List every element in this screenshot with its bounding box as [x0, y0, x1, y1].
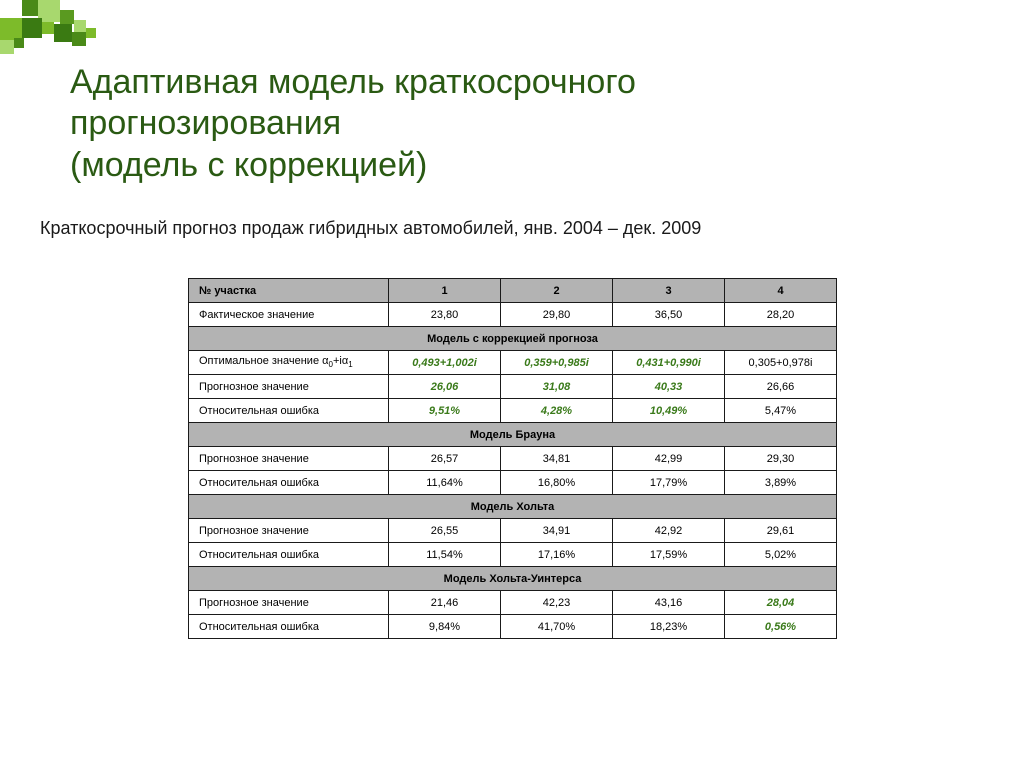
- table-row: Оптимальное значение α0+iα10,493+1,002i0…: [189, 351, 837, 375]
- decor-square: [0, 18, 22, 40]
- row-label: Относительная ошибка: [189, 471, 389, 495]
- corner-decoration: [0, 0, 110, 60]
- section-header: Модель Хольта-Уинтерса: [189, 567, 837, 591]
- decor-square: [74, 20, 86, 32]
- section-header: Модель Хольта: [189, 495, 837, 519]
- row-value: 4,28%: [501, 399, 613, 423]
- slide-subtitle: Краткосрочный прогноз продаж гибридных а…: [40, 218, 701, 239]
- decor-square: [86, 28, 96, 38]
- row-value: 9,51%: [389, 399, 501, 423]
- decor-square: [54, 24, 72, 42]
- row-value: 34,91: [501, 519, 613, 543]
- decor-square: [42, 22, 54, 34]
- row-value: 43,16: [613, 591, 725, 615]
- row-label: Оптимальное значение α0+iα1: [189, 351, 389, 375]
- row-value: 28,04: [725, 591, 837, 615]
- decor-square: [22, 18, 42, 38]
- decor-square: [60, 10, 74, 24]
- row-label: Относительная ошибка: [189, 399, 389, 423]
- row-value: 17,79%: [613, 471, 725, 495]
- row-label: Прогнозное значение: [189, 375, 389, 399]
- header-col: 4: [725, 279, 837, 303]
- section-header: Модель с коррекцией прогноза: [189, 327, 837, 351]
- row-value: 29,30: [725, 447, 837, 471]
- row-value: 3,89%: [725, 471, 837, 495]
- table-row: Прогнозное значение26,0631,0840,3326,66: [189, 375, 837, 399]
- row-value: 26,06: [389, 375, 501, 399]
- slide-title: Адаптивная модель краткосрочного прогноз…: [70, 62, 636, 186]
- decor-square: [0, 40, 14, 54]
- table-row: Относительная ошибка9,84%41,70%18,23%0,5…: [189, 615, 837, 639]
- row-value: 0,305+0,978i: [725, 351, 837, 375]
- row-value: 40,33: [613, 375, 725, 399]
- row-value: 17,59%: [613, 543, 725, 567]
- table-row: Прогнозное значение26,5534,9142,9229,61: [189, 519, 837, 543]
- row-value: 0,493+1,002i: [389, 351, 501, 375]
- row-value: 42,99: [613, 447, 725, 471]
- row-value: 34,81: [501, 447, 613, 471]
- row-label: Прогнозное значение: [189, 591, 389, 615]
- row-value: 5,47%: [725, 399, 837, 423]
- table-row: Относительная ошибка11,64%16,80%17,79%3,…: [189, 471, 837, 495]
- row-label: Относительная ошибка: [189, 543, 389, 567]
- table-row: Прогнозное значение21,4642,2343,1628,04: [189, 591, 837, 615]
- title-line-1: Адаптивная модель краткосрочного: [70, 63, 636, 101]
- header-label: № участка: [189, 279, 389, 303]
- row-value: 42,23: [501, 591, 613, 615]
- row-label: Прогнозное значение: [189, 519, 389, 543]
- table-row: Прогнозное значение26,5734,8142,9929,30: [189, 447, 837, 471]
- forecast-table: № участка1234Фактическое значение23,8029…: [188, 278, 836, 639]
- row-value: 17,16%: [501, 543, 613, 567]
- row-value: 0,431+0,990i: [613, 351, 725, 375]
- row-value: 9,84%: [389, 615, 501, 639]
- table-row: Модель Хольта: [189, 495, 837, 519]
- row-value: 11,64%: [389, 471, 501, 495]
- row-value: 11,54%: [389, 543, 501, 567]
- row-value: 28,20: [725, 303, 837, 327]
- decor-square: [72, 32, 86, 46]
- header-col: 1: [389, 279, 501, 303]
- decor-square: [22, 0, 38, 16]
- row-value: 31,08: [501, 375, 613, 399]
- row-value: 10,49%: [613, 399, 725, 423]
- table-row: Модель Брауна: [189, 423, 837, 447]
- decor-square: [14, 38, 24, 48]
- row-value: 0,359+0,985i: [501, 351, 613, 375]
- row-value: 42,92: [613, 519, 725, 543]
- row-value: 29,80: [501, 303, 613, 327]
- row-value: 5,02%: [725, 543, 837, 567]
- table-row: Относительная ошибка11,54%17,16%17,59%5,…: [189, 543, 837, 567]
- row-label: Прогнозное значение: [189, 447, 389, 471]
- row-value: 21,46: [389, 591, 501, 615]
- table-row: № участка1234: [189, 279, 837, 303]
- row-value: 26,66: [725, 375, 837, 399]
- title-line-2: прогнозирования: [70, 104, 341, 142]
- row-value: 26,55: [389, 519, 501, 543]
- table-row: Модель Хольта-Уинтерса: [189, 567, 837, 591]
- row-value: 36,50: [613, 303, 725, 327]
- row-value: 18,23%: [613, 615, 725, 639]
- header-col: 3: [613, 279, 725, 303]
- row-label: Фактическое значение: [189, 303, 389, 327]
- row-value: 41,70%: [501, 615, 613, 639]
- row-value: 26,57: [389, 447, 501, 471]
- row-label: Относительная ошибка: [189, 615, 389, 639]
- table-row: Модель с коррекцией прогноза: [189, 327, 837, 351]
- row-value: 16,80%: [501, 471, 613, 495]
- row-value: 23,80: [389, 303, 501, 327]
- section-header: Модель Брауна: [189, 423, 837, 447]
- header-col: 2: [501, 279, 613, 303]
- table-row: Фактическое значение23,8029,8036,5028,20: [189, 303, 837, 327]
- title-line-3: (модель с коррекцией): [70, 146, 427, 184]
- row-value: 0,56%: [725, 615, 837, 639]
- table-row: Относительная ошибка9,51%4,28%10,49%5,47…: [189, 399, 837, 423]
- row-value: 29,61: [725, 519, 837, 543]
